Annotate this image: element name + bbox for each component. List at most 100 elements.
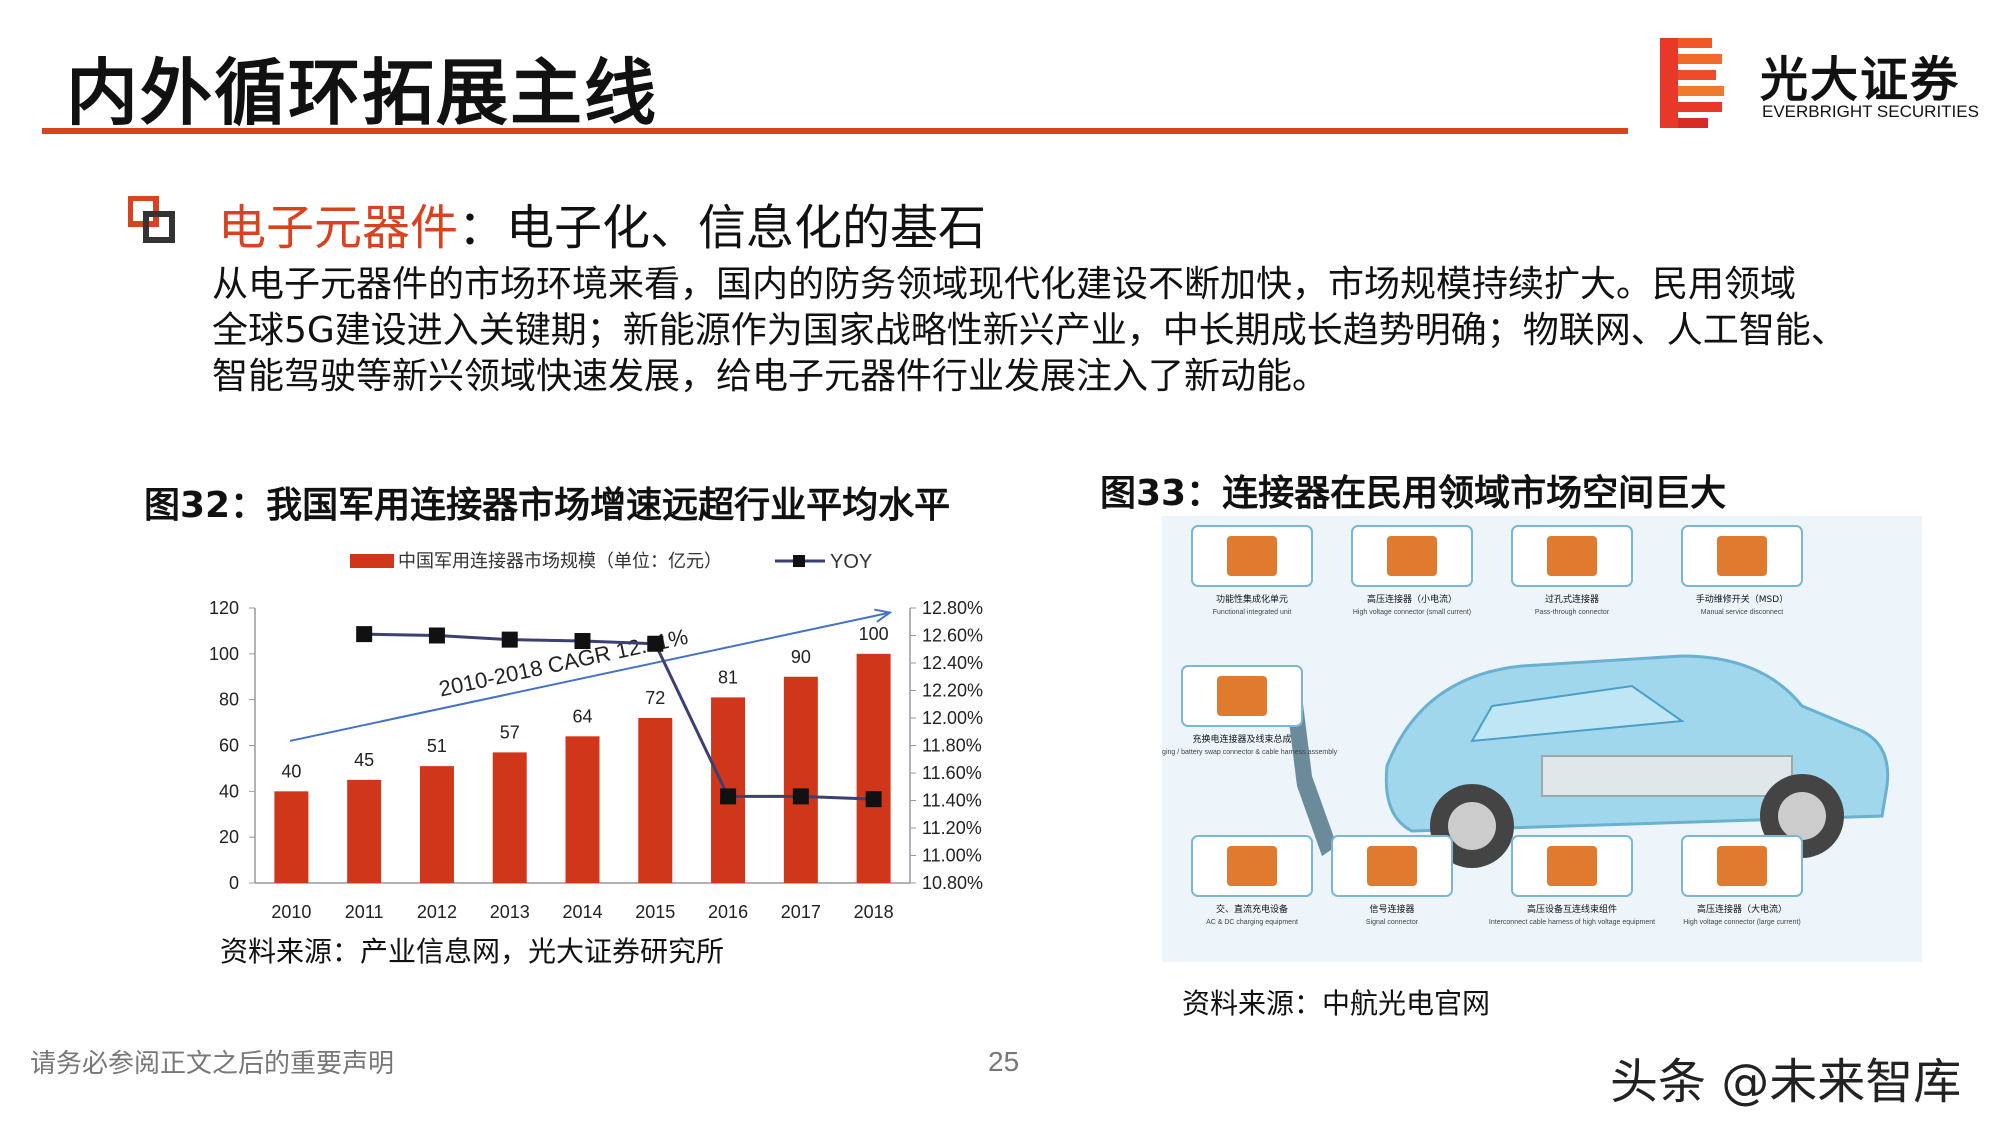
- x-axis-tick-label: 2014: [562, 902, 602, 922]
- section-heading: 电子元器件：电子化、信息化的基石: [218, 188, 986, 258]
- figure32-source: 资料来源：产业信息网，光大证券研究所: [220, 935, 725, 968]
- bar-value-label: 64: [572, 706, 592, 726]
- connector-label-en: Charging / battery swap connector & cabl…: [1162, 749, 1338, 756]
- x-axis-tick-label: 2013: [490, 902, 530, 922]
- figure33-source: 资料来源：中航光电官网: [1182, 987, 1491, 1020]
- connector-label-zh: 功能性集成化单元: [1216, 593, 1288, 605]
- yoy-point: [865, 791, 882, 808]
- connector-label-zh: 高压设备互连线束组件: [1527, 903, 1617, 915]
- right-axis-tick-label: 12.80%: [922, 598, 983, 618]
- connector-label-en: High voltage connector (small current): [1353, 609, 1471, 616]
- x-axis-tick-label: 2011: [345, 902, 384, 922]
- section-heading-colon: ：: [458, 200, 507, 256]
- page-title: 内外循环拓展主线: [66, 51, 659, 135]
- bar-value-label: 51: [427, 736, 447, 756]
- section-body: 从电子元器件的市场环境来看，国内的防务领域现代化建设不断加快，市场规模持续扩大。…: [212, 262, 1952, 400]
- logo-name: 光大证券: [1760, 52, 1961, 108]
- everbright-logo: 光大证券 EVERBRIGHT SECURITIES: [1660, 38, 1979, 128]
- right-axis-tick-label: 11.00%: [922, 846, 982, 866]
- connector-label-card: 手动维修开关（MSD） Manual service disconnect: [1681, 525, 1803, 616]
- connector-label-en: High voltage connector (large current): [1683, 919, 1801, 926]
- right-axis-tick-label: 11.40%: [922, 791, 982, 811]
- bar-value-label: 72: [645, 688, 665, 708]
- connector-label-en: Pass-through connector: [1535, 609, 1610, 616]
- bar-value-label: 57: [500, 722, 520, 742]
- right-axis-tick-label: 12.00%: [922, 708, 983, 728]
- connector-label-zh: 充换电连接器及线束总成: [1192, 733, 1291, 745]
- legend-line-marker: [793, 555, 805, 567]
- yoy-point: [792, 788, 809, 805]
- connector-label-en: AC & DC charging equipment: [1206, 919, 1298, 926]
- connector-label-en: Manual service disconnect: [1701, 609, 1784, 616]
- connector-label-en: Functional integrated unit: [1213, 609, 1292, 616]
- body-line: 智能驾驶等新兴领域快速发展，给电子元器件行业发展注入了新动能。: [212, 356, 1329, 397]
- figure32-title: 图32：我国军用连接器市场增速远超行业平均水平: [144, 485, 951, 526]
- bar: [856, 653, 891, 883]
- connector-icon: [1227, 846, 1277, 886]
- bar-value-label: 90: [791, 647, 811, 667]
- watermark: 头条 @未来智库: [1610, 1054, 1962, 1110]
- left-axis-tick-label: 80: [219, 690, 239, 710]
- left-axis-tick-label: 100: [209, 644, 239, 664]
- connector-label-card: 高压连接器（小电流） High voltage connector (small …: [1351, 525, 1473, 616]
- connector-label-en: Interconnect cable harness of high volta…: [1489, 919, 1655, 926]
- right-axis-tick-label: 11.20%: [922, 818, 982, 838]
- left-axis-tick-label: 60: [219, 736, 239, 756]
- x-axis-tick-label: 2010: [271, 902, 311, 922]
- connector-label-zh: 信号连接器: [1369, 903, 1414, 915]
- x-axis-tick-label: 2017: [781, 902, 821, 922]
- bar: [492, 752, 527, 883]
- left-axis-tick-label: 40: [219, 781, 239, 801]
- connector-label-card: 交、直流充电设备 AC & DC charging equipment: [1191, 835, 1313, 926]
- square-bullet-icon: [128, 196, 175, 243]
- yoy-point: [501, 631, 518, 648]
- figure33-title: 图33：连接器在民用领域市场空间巨大: [1100, 473, 1727, 514]
- connector-icon: [1547, 536, 1597, 576]
- everbright-logo-mark-icon: [1660, 38, 1724, 128]
- title-divider: [42, 128, 1628, 134]
- x-axis-tick-label: 2018: [854, 902, 894, 922]
- bar: [783, 676, 818, 883]
- bar: [419, 766, 454, 883]
- yoy-point: [574, 633, 591, 649]
- connector-icon: [1367, 846, 1417, 886]
- connector-icon: [1717, 536, 1767, 576]
- body-line: 从电子元器件的市场环境来看，国内的防务领域现代化建设不断加快，市场规模持续扩大。…: [212, 264, 1797, 305]
- bar-value-label: 81: [718, 667, 738, 687]
- bar: [565, 736, 600, 883]
- military-connector-chart: 中国军用连接器市场规模（单位：亿元） YOY 0 20 40 60 80 100 120 10.8…: [209, 551, 983, 922]
- connector-label-zh: 高压连接器（小电流）: [1367, 593, 1457, 605]
- right-axis-tick-label: 11.60%: [922, 763, 982, 783]
- disclaimer-note: 请务必参阅正文之后的重要声明: [30, 1049, 395, 1079]
- yoy-point: [356, 626, 373, 643]
- section-heading-rest: 电子化、信息化的基石: [506, 200, 987, 256]
- right-axis-tick-label: 12.20%: [922, 681, 983, 701]
- left-axis-tick-label: 0: [229, 873, 239, 893]
- right-axis-tick-label: 11.80%: [922, 736, 982, 756]
- connector-label-zh: 高压连接器（大电流）: [1697, 903, 1787, 915]
- charging-gun-icon: [1287, 696, 1337, 856]
- bar: [347, 779, 382, 883]
- ev-car-diagram: 功能性集成化单元 Functional integrated unit 高压连接器（…: [1147, 525, 1890, 926]
- connector-icon: [1227, 536, 1277, 576]
- yoy-point: [428, 627, 445, 644]
- legend-bar-label: 中国军用连接器市场规模（单位：亿元）: [398, 551, 722, 572]
- connector-label-card: 充换电连接器及线束总成 Charging / battery swap conne…: [1147, 665, 1338, 756]
- bar: [274, 791, 309, 883]
- cagr-arrow-head: [874, 608, 893, 623]
- yoy-point: [720, 788, 737, 805]
- yoy-point: [647, 635, 664, 652]
- legend-bar-swatch: [350, 554, 394, 568]
- connector-label-zh: 手动维修开关（MSD）: [1696, 593, 1788, 605]
- connector-label-card: 过孔式连接器 Pass-through connector: [1511, 525, 1633, 616]
- page-number: 25: [988, 1046, 1020, 1077]
- connector-label-zh: 交、直流充电设备: [1216, 903, 1288, 915]
- logo-subtitle: EVERBRIGHT SECURITIES: [1762, 102, 1979, 121]
- body-line: 全球5G建设进入关键期；新能源作为国家战略性新兴产业，中长期成长趋势明确；物联网…: [212, 310, 1847, 351]
- ev-car-icon: [1287, 654, 1890, 868]
- bar-value-label: 45: [354, 750, 374, 770]
- connector-label-en: Signal connector: [1366, 919, 1419, 926]
- connector-icon: [1387, 536, 1437, 576]
- ev-connector-illustration: 功能性集成化单元 Functional integrated unit 高压连接器（…: [1147, 516, 1922, 962]
- x-axis-tick-label: 2015: [635, 902, 675, 922]
